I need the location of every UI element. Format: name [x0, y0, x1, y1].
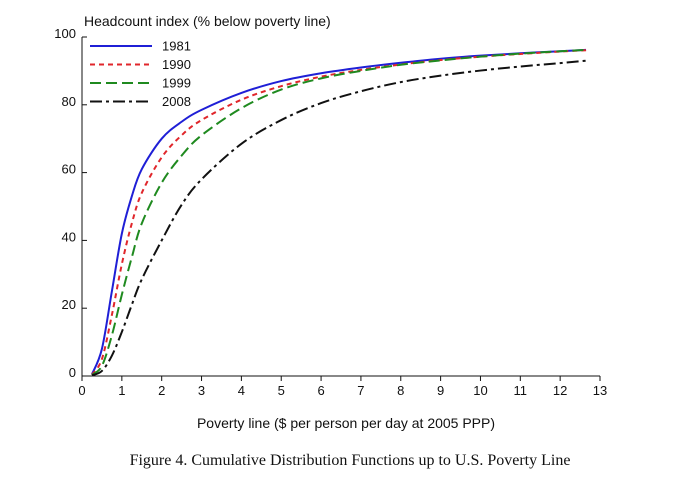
x-axis-title: Poverty line ($ per person per day at 20…: [197, 415, 495, 431]
y-tick-label: 80: [62, 94, 76, 109]
x-tick-label: 6: [317, 383, 324, 398]
x-tick-label: 8: [397, 383, 404, 398]
y-tick-label: 60: [62, 162, 76, 177]
legend-label-2008: 2008: [162, 94, 191, 109]
figure-caption: Figure 4. Cumulative Distribution Functi…: [129, 452, 571, 469]
x-tick-label: 9: [437, 383, 444, 398]
legend: 1981 1990 1999 2008: [90, 39, 191, 109]
legend-label-1999: 1999: [162, 76, 191, 91]
x-tick-label: 5: [278, 383, 285, 398]
x-tick-label: 3: [198, 383, 205, 398]
x-tick-label: 12: [553, 383, 567, 398]
x-tick-label: 1: [118, 383, 125, 398]
y-axis-title: Headcount index (% below poverty line): [84, 13, 331, 29]
legend-label-1990: 1990: [162, 57, 191, 72]
series-line-2008: [91, 59, 587, 377]
y-tick-label: 100: [54, 26, 76, 41]
x-tick-label: 0: [78, 383, 85, 398]
x-tick-label: 2: [158, 383, 165, 398]
series-line-1981: [91, 48, 587, 375]
legend-label-1981: 1981: [162, 39, 191, 54]
x-tick-label: 7: [357, 383, 364, 398]
y-tick-label: 40: [62, 229, 76, 244]
y-tick-label: 20: [62, 297, 76, 312]
y-tick-label: 0: [69, 365, 76, 380]
series-line-1999: [91, 48, 587, 376]
x-tick-label: 13: [593, 383, 607, 398]
x-tick-label: 10: [473, 383, 487, 398]
x-tick-label: 11: [514, 383, 528, 398]
x-tick-label: 4: [238, 383, 245, 398]
